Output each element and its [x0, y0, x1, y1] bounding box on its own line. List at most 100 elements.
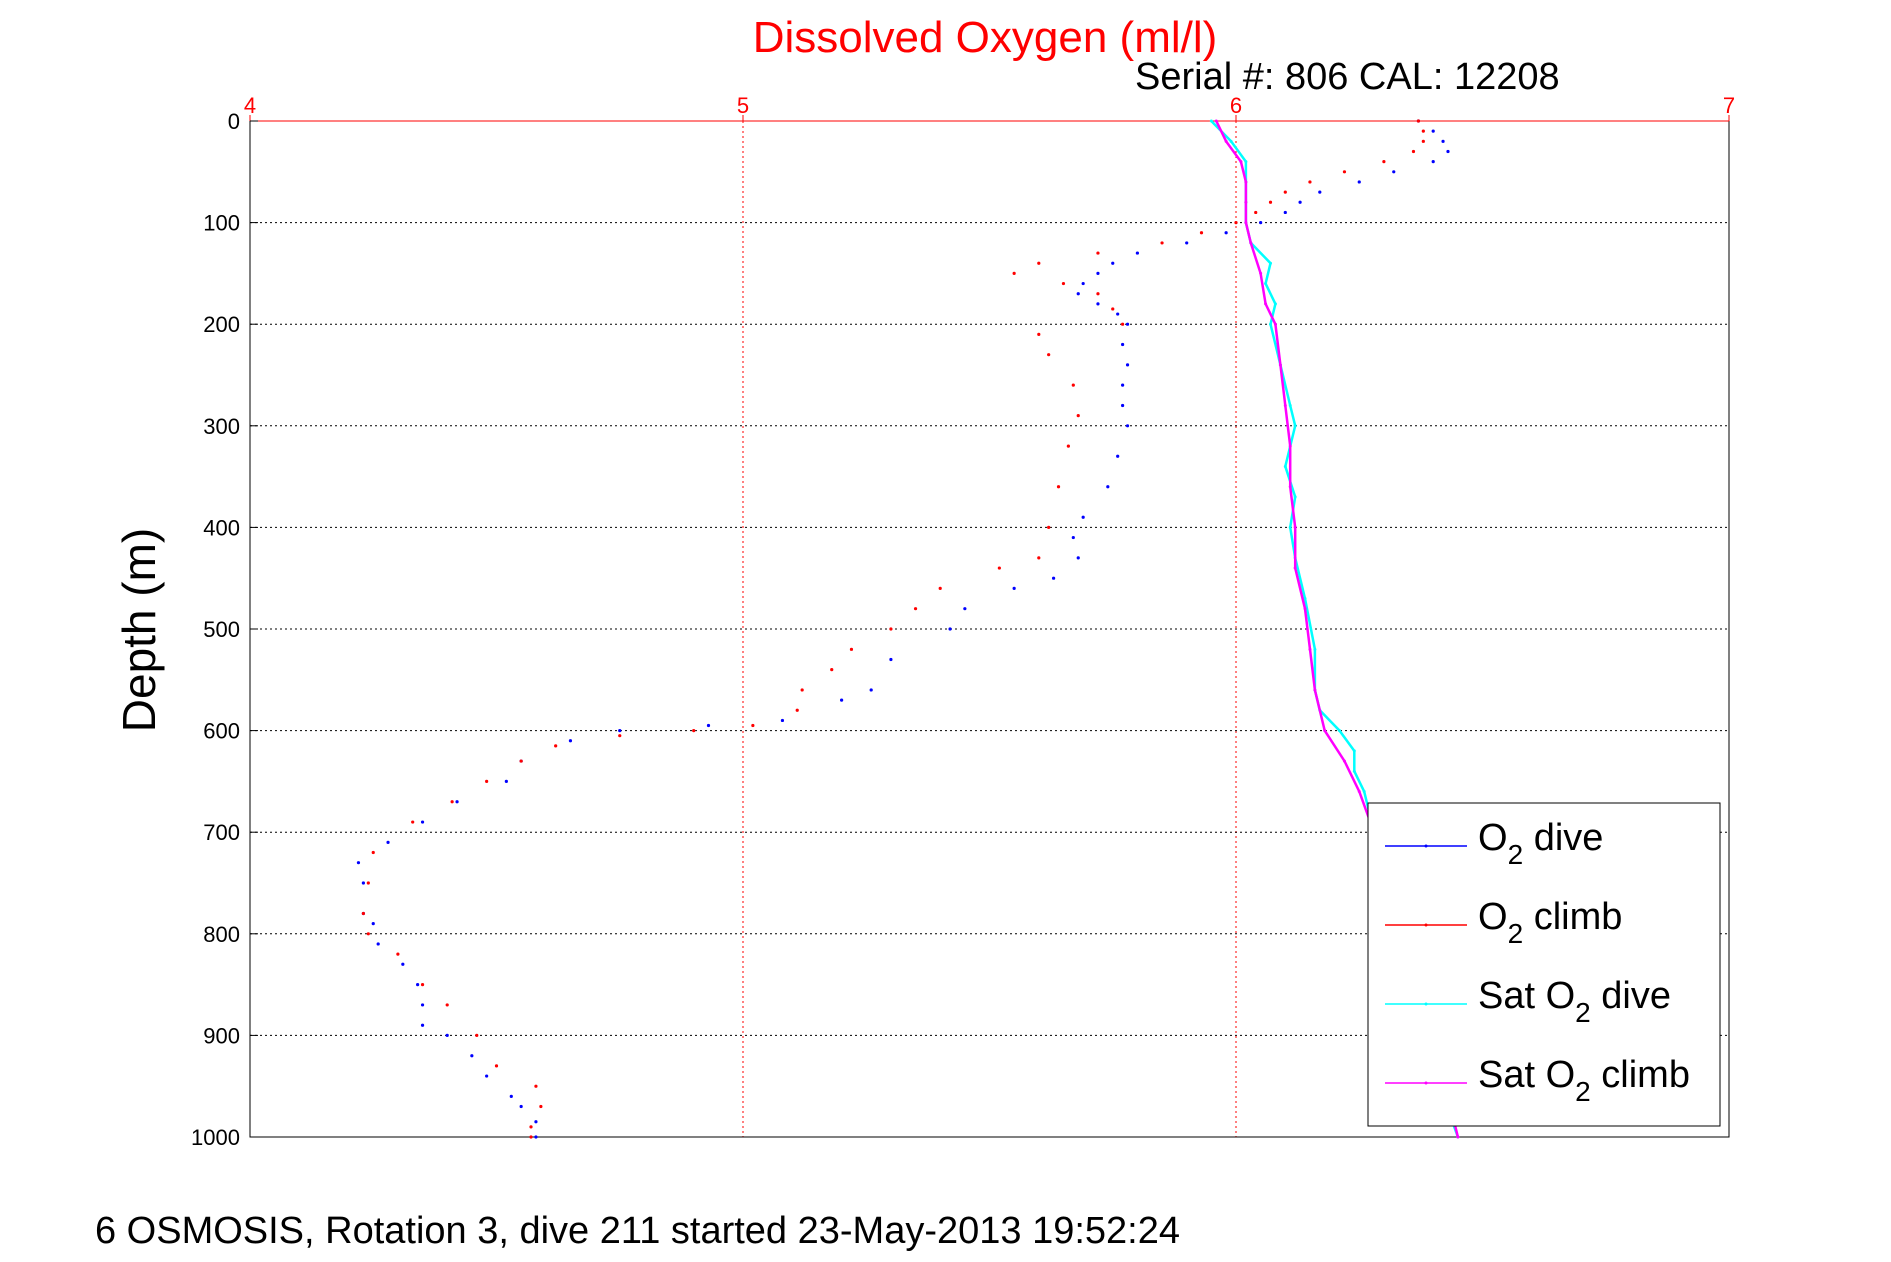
- legend: O2 dive O2 climb Sat O2 dive Sat O2 climb: [1367, 802, 1721, 1127]
- data-point-o2_dive: [420, 1023, 425, 1027]
- data-point-o2_dive: [1096, 271, 1100, 275]
- data-point-sat_climb: [1244, 221, 1248, 225]
- data-point-o2_climb: [1283, 190, 1287, 194]
- data-point-sat_climb: [1293, 525, 1297, 529]
- data-point-o2_dive: [1224, 231, 1228, 235]
- data-point-o2_climb: [1308, 180, 1312, 184]
- data-point-o2_climb: [529, 1135, 533, 1139]
- data-point-sat_climb: [1283, 403, 1287, 407]
- y-tick-label: 0: [228, 109, 240, 134]
- data-point-o2_climb: [913, 607, 918, 611]
- data-point-sat_climb: [1293, 566, 1297, 570]
- data-point-o2_climb: [800, 688, 804, 692]
- data-point-sat_dive: [1293, 495, 1297, 499]
- data-point-o2_climb: [618, 734, 622, 738]
- y-tick-label: 500: [203, 617, 240, 642]
- data-point-o2_climb: [1071, 383, 1075, 387]
- data-point-o2_climb: [830, 668, 834, 672]
- data-point-o2_dive: [1392, 170, 1396, 174]
- data-point-o2_climb: [519, 759, 523, 763]
- data-point-sat_climb: [1357, 790, 1361, 794]
- data-point-o2_climb: [1037, 261, 1041, 265]
- data-point-o2_dive: [889, 657, 893, 662]
- legend-label-o2_dive: O2 dive: [1478, 817, 1603, 870]
- data-point-sat_climb: [1456, 1135, 1460, 1139]
- data-series: [356, 119, 1460, 1139]
- data-point-sat_dive: [1293, 424, 1297, 428]
- data-point-o2_dive: [1121, 383, 1125, 387]
- data-point-o2_climb: [529, 1125, 533, 1129]
- data-point-sat_dive: [1352, 769, 1356, 773]
- data-point-o2_dive: [1081, 281, 1085, 286]
- legend-label-o2_climb: O2 climb: [1478, 896, 1622, 949]
- data-point-sat_dive: [1288, 403, 1292, 407]
- y-tick-label: 400: [203, 515, 240, 540]
- y-tick-label: 1000: [191, 1125, 240, 1150]
- data-point-o2_climb: [1254, 210, 1258, 215]
- data-point-sat_climb: [1313, 688, 1317, 692]
- data-point-o2_climb: [1421, 129, 1425, 133]
- data-point-o2_dive: [1441, 139, 1445, 143]
- data-point-o2_climb: [361, 911, 365, 916]
- data-point-sat_dive: [1303, 597, 1307, 601]
- data-point-o2_dive: [1125, 424, 1130, 428]
- data-point-o2_dive: [1096, 302, 1100, 306]
- data-point-sat_climb: [1214, 119, 1218, 123]
- data-point-o2_climb: [1268, 200, 1273, 204]
- data-point-sat_dive: [1288, 525, 1292, 529]
- data-point-o2_dive: [361, 881, 365, 885]
- data-point-sat_climb: [1224, 139, 1228, 143]
- y-axis-ticks: 0 100 200 300 400 500 600 700 800 900 1000: [191, 109, 258, 1150]
- data-point-o2_climb: [938, 586, 942, 590]
- legend-marker-sat_dive: [1424, 1002, 1428, 1006]
- data-point-o2_dive: [509, 1094, 513, 1098]
- y-tick-label: 800: [203, 922, 240, 947]
- y-tick-label: 100: [203, 211, 240, 236]
- legend-box: [1367, 802, 1721, 1127]
- data-point-o2_climb: [1076, 414, 1080, 418]
- data-point-sat_dive: [1269, 261, 1273, 265]
- data-point-o2_climb: [1061, 281, 1066, 286]
- data-point-sat_dive: [1313, 647, 1317, 651]
- data-point-o2_climb: [539, 1104, 543, 1109]
- data-point-o2_dive: [840, 698, 844, 702]
- data-point-o2_climb: [450, 800, 454, 804]
- data-point-sat_climb: [1342, 759, 1346, 763]
- data-point-o2_dive: [1076, 292, 1080, 296]
- data-point-o2_dive: [420, 1003, 425, 1007]
- data-point-o2_climb: [1111, 307, 1115, 311]
- series-o2_climb: [361, 119, 1425, 1139]
- y-tick-label: 700: [203, 820, 240, 845]
- data-point-sat_climb: [1239, 160, 1243, 164]
- data-point-sat_climb: [1244, 200, 1248, 204]
- legend-label-sat_climb: Sat O2 climb: [1478, 1054, 1690, 1107]
- data-point-o2_climb: [849, 647, 854, 651]
- data-point-sat_dive: [1264, 282, 1268, 286]
- data-point-o2_dive: [504, 779, 508, 784]
- data-point-sat_climb: [1288, 485, 1292, 489]
- x-tick-label: 7: [1723, 93, 1735, 118]
- legend-marker-sat_climb: [1424, 1081, 1428, 1085]
- data-point-sat_climb: [1288, 444, 1292, 448]
- data-point-o2_climb: [1416, 119, 1421, 123]
- y-tick-label: 300: [203, 414, 240, 439]
- data-point-o2_dive: [416, 983, 420, 987]
- data-point-o2_climb: [692, 729, 696, 733]
- data-point-o2_dive: [1012, 586, 1016, 590]
- data-point-o2_climb: [1121, 322, 1125, 326]
- data-point-sat_climb: [1303, 607, 1307, 611]
- data-point-sat_climb: [1273, 322, 1277, 326]
- data-point-o2_climb: [366, 932, 370, 936]
- chart-title: Dissolved Oxygen (ml/l): [753, 13, 1218, 62]
- data-point-o2_dive: [1135, 251, 1139, 255]
- data-point-o2_climb: [795, 708, 799, 712]
- data-point-o2_climb: [1421, 139, 1425, 143]
- data-point-o2_dive: [519, 1104, 523, 1109]
- data-point-o2_dive: [963, 607, 967, 611]
- data-point-o2_dive: [470, 1054, 474, 1058]
- data-point-o2_dive: [1125, 322, 1130, 326]
- data-point-o2_climb: [396, 952, 400, 956]
- data-point-o2_climb: [1037, 332, 1041, 336]
- data-point-sat_dive: [1269, 322, 1273, 326]
